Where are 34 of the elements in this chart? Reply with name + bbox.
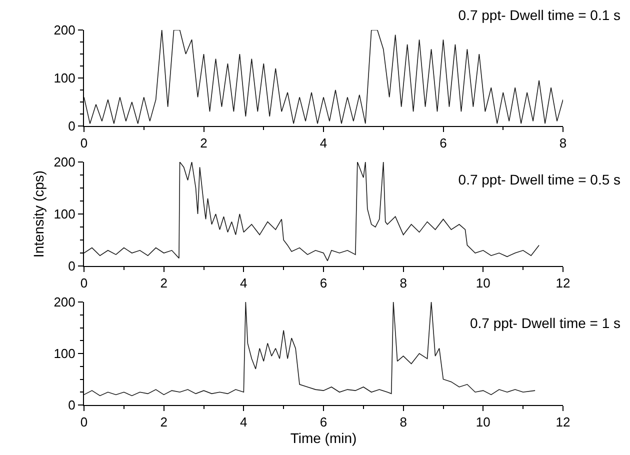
x-tick-label: 8 bbox=[400, 414, 407, 430]
x-tick-label: 12 bbox=[556, 276, 570, 291]
x-tick-label: 12 bbox=[556, 414, 570, 430]
y-tick-label: 100 bbox=[54, 346, 76, 362]
x-tick-label: 6 bbox=[320, 276, 328, 291]
y-axis-title: Intensity (cps) bbox=[30, 170, 46, 258]
x-tick-label: 0 bbox=[80, 136, 88, 151]
y-tick-label: 0 bbox=[68, 258, 76, 274]
x-tick-label: 2 bbox=[160, 276, 168, 291]
x-tick-label: 10 bbox=[476, 414, 490, 430]
x-tick-label: 0 bbox=[80, 276, 88, 291]
y-tick-label: 0 bbox=[68, 118, 76, 134]
x-tick-label: 4 bbox=[240, 414, 248, 430]
x-axis-title: Time (min) bbox=[290, 430, 357, 446]
y-tick-label: 200 bbox=[54, 22, 76, 38]
x-tick-label: 8 bbox=[559, 136, 567, 151]
x-tick-label: 2 bbox=[200, 136, 208, 151]
x-tick-label: 0 bbox=[80, 414, 88, 430]
x-tick-label: 8 bbox=[400, 276, 407, 291]
y-tick-label: 200 bbox=[54, 154, 76, 170]
y-tick-label: 100 bbox=[54, 70, 76, 86]
chart-title: 0.7 ppt- Dwell time = 0.1 s bbox=[458, 6, 621, 23]
text: 0.7 ppt- Dwell time = 1 s bbox=[470, 314, 621, 331]
line-series bbox=[84, 30, 563, 124]
y-tick-label: 100 bbox=[54, 206, 76, 222]
y-tick-label: 0 bbox=[68, 398, 76, 413]
x-tick-label: 6 bbox=[320, 414, 328, 430]
x-tick-label: 4 bbox=[320, 136, 328, 151]
x-tick-label: 10 bbox=[476, 276, 490, 291]
x-tick-label: 2 bbox=[160, 414, 168, 430]
y-tick-label: 200 bbox=[54, 294, 76, 310]
x-tick-label: 4 bbox=[240, 276, 248, 291]
x-tick-label: 6 bbox=[440, 136, 447, 151]
text: 0.7 ppt- Dwell time = 0.5 s bbox=[458, 171, 621, 188]
